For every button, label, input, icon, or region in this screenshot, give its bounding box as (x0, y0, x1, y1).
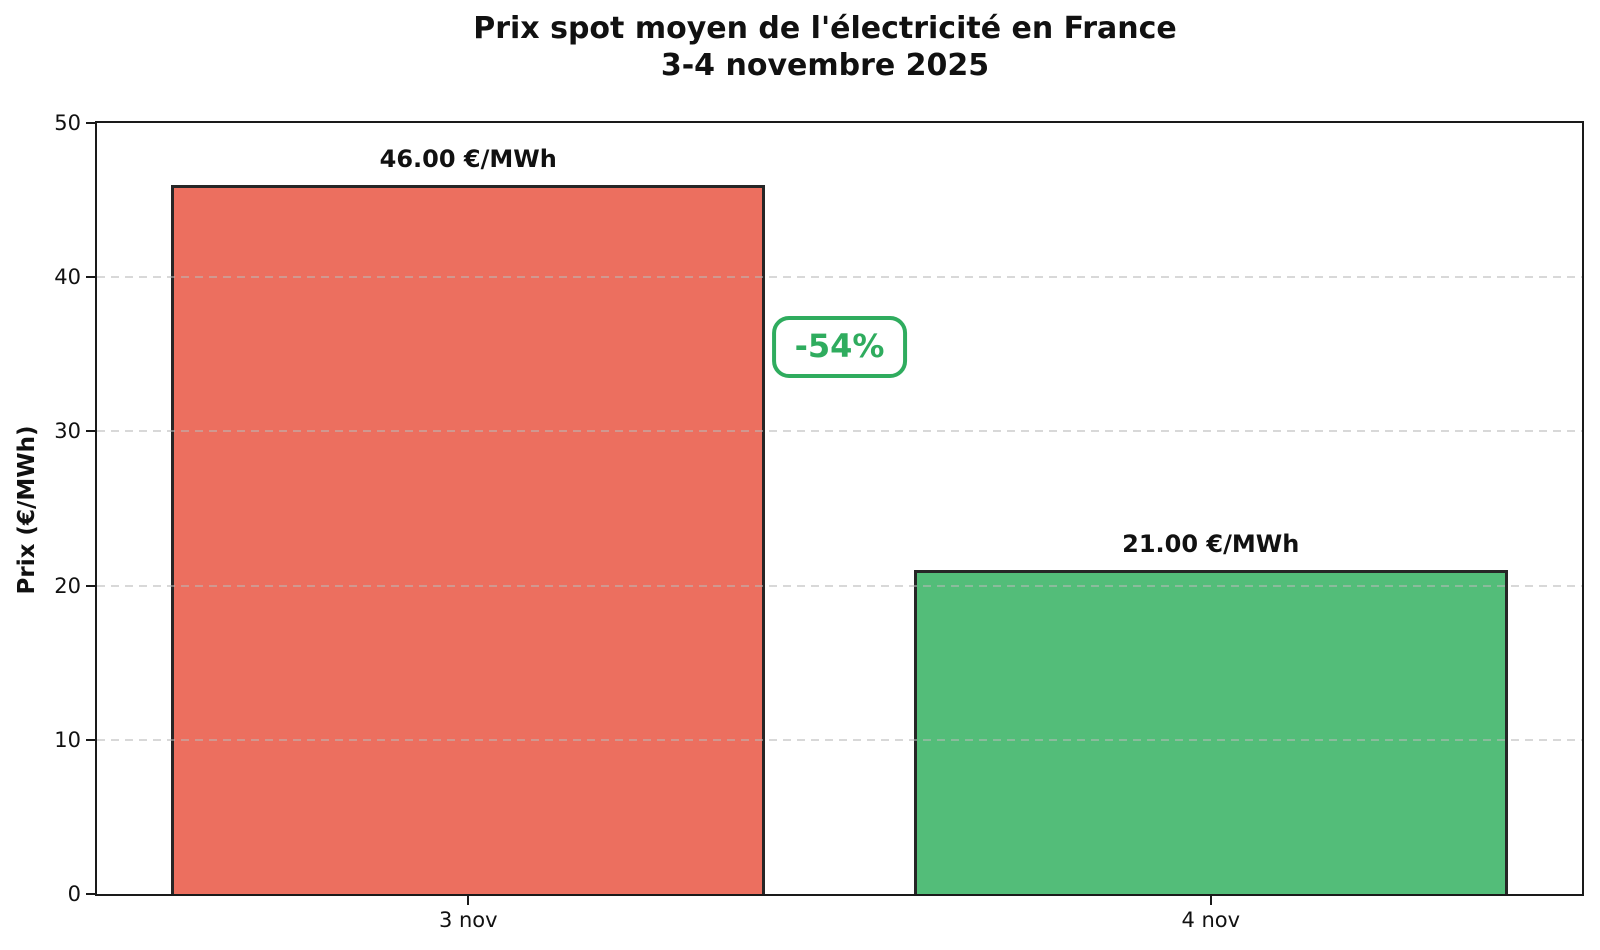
y-axis-tick-label: 20 (54, 573, 81, 598)
bar-3-nov (171, 184, 766, 894)
y-axis-tick-label: 10 (54, 727, 81, 752)
x-axis-tick-mark (467, 896, 470, 905)
annotation-change-badge: -54% (771, 315, 908, 378)
chart-title: Prix spot moyen de l'électricité en Fran… (95, 10, 1555, 84)
chart-title-line1: Prix spot moyen de l'électricité en Fran… (473, 11, 1177, 46)
x-axis-tick-label: 4 nov (1181, 908, 1241, 932)
y-axis-tick-mark (86, 584, 95, 587)
x-axis-tick-mark (1209, 896, 1212, 905)
x-axis-tick-label: 3 nov (438, 908, 498, 932)
chart-title-line2: 3-4 novembre 2025 (660, 48, 990, 83)
y-axis-tick-mark (86, 122, 95, 124)
y-axis-tick-label: 30 (54, 419, 81, 444)
y-axis-tick-label: 0 (67, 882, 81, 906)
y-axis-tick-mark (86, 738, 95, 741)
plot-area: 46.00 €/MWh 3 nov 21.00 €/MWh 4 nov 0 10 20 30 4… (54, 111, 1584, 932)
bar-4-nov (913, 570, 1508, 894)
y-axis-label: Prix (€/MWh) (14, 425, 40, 595)
y-axis-tick-label: 40 (54, 265, 81, 290)
y-axis-tick-label: 50 (54, 111, 81, 135)
y-axis-tick-mark (86, 430, 95, 433)
bar-value-label: 46.00 €/MWh (379, 144, 557, 173)
y-axis-tick-mark (86, 893, 95, 895)
bar-value-label: 21.00 €/MWh (1122, 530, 1300, 559)
y-axis-tick-mark (86, 276, 95, 279)
